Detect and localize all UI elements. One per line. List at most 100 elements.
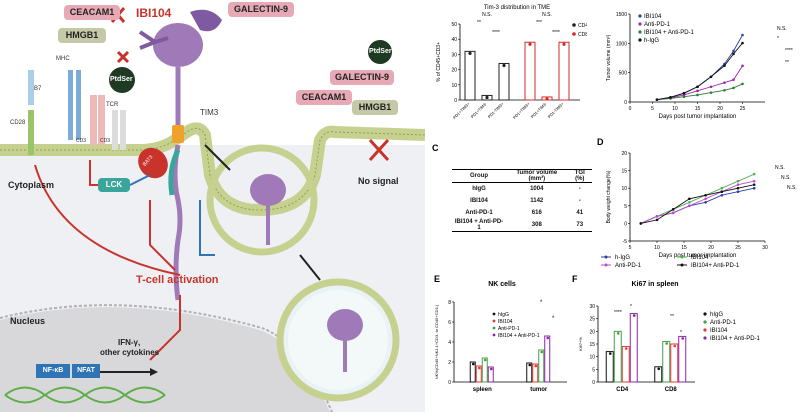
panel-c-label: C	[432, 143, 439, 153]
data-point	[741, 82, 744, 86]
y-tick-label: 25	[589, 317, 595, 323]
x-tick-label: PD1-TIM3+	[487, 101, 506, 120]
table-cell: 73	[576, 222, 584, 228]
ibi104-antibody	[138, 30, 169, 50]
data-point	[671, 211, 675, 215]
data-point	[741, 64, 744, 68]
y-tick-label: 10	[621, 186, 627, 192]
x-tick-label: 20	[717, 106, 723, 112]
ptdser2-label: PtdSer	[369, 48, 392, 55]
legend-marker	[638, 30, 642, 34]
significance-label: *	[630, 304, 632, 310]
legend-label: IBI104	[691, 255, 709, 261]
x-tick-label: 25	[735, 245, 741, 251]
tgi-col-group: Group	[452, 169, 507, 183]
tim3-chart-svg: Tim-3 distribution in TME % of CD45+CD3+ 0…	[436, 5, 588, 120]
data-point	[655, 215, 659, 218]
y-tick-label: 0	[448, 380, 451, 386]
data-point	[736, 183, 740, 186]
nucleus-label: Nucleus	[10, 316, 46, 326]
data-point	[732, 49, 735, 53]
y-axis-label: Tumor volume (mm³)	[606, 34, 612, 81]
tgi-col-volume: Tumor volume (mm³)	[506, 169, 568, 183]
significance-label: ****	[614, 310, 622, 316]
x-tick-label: 30	[762, 245, 768, 251]
y-tick-label: 20	[451, 68, 457, 74]
data-point	[696, 85, 699, 89]
series-line	[656, 42, 743, 101]
bar	[487, 366, 494, 383]
endosome-tim3	[250, 174, 286, 245]
y-tick-label: 1500	[616, 12, 627, 18]
data-point	[477, 366, 481, 370]
legend-label: h-IgG	[615, 255, 630, 261]
x-axis-label: Days post tumor implantation	[659, 253, 737, 259]
bar	[526, 362, 533, 383]
legend-label: Anti-PD-1	[615, 263, 642, 269]
nk-chart-svg: E NK cells NK%(CD45+NK1.1+CD3- to CD45+CD3…	[434, 274, 567, 393]
x-tick-label: tumor	[530, 387, 548, 393]
legend-label: IBI104	[710, 328, 728, 334]
bar	[558, 41, 570, 101]
degraded-tim3	[327, 309, 363, 372]
lck-label: LCK	[105, 180, 123, 189]
tim3-distribution-chart: Tim-3 distribution in TME % of CD45+CD3+ 0…	[432, 0, 588, 140]
table-cell: IBI104 + Anti-PD-1	[454, 219, 504, 231]
data-point	[624, 347, 628, 350]
series-line	[640, 180, 755, 224]
significance-label: *	[552, 316, 555, 322]
data-point	[741, 41, 744, 45]
data-point	[720, 186, 724, 190]
data-point	[681, 337, 685, 340]
legend-label: IBI104+ Anti-PD-1	[691, 263, 740, 269]
y-axis-label: % of CD45+CD3+	[436, 42, 442, 82]
significance-label: ****	[492, 30, 500, 36]
data-point	[632, 314, 636, 317]
y-tick-label: 4	[448, 340, 451, 346]
y-tick-label: 2	[448, 360, 451, 366]
data-point	[608, 352, 612, 355]
series-line	[656, 83, 743, 101]
ceacam1-label: CEACAM1	[64, 5, 120, 20]
significance-label: N.S.	[542, 12, 552, 18]
nfat-box: NFAT	[72, 364, 100, 378]
data-point	[682, 95, 686, 99]
legend-label: IBI104	[644, 14, 662, 20]
tgi-table: Group Tumor volume (mm³) TGI (%) hIgG 10…	[452, 169, 592, 232]
y-tick-label: 5	[624, 204, 627, 210]
series-line	[640, 173, 755, 224]
y-tick-label: 0	[624, 100, 627, 106]
y-tick-label: 40	[451, 37, 457, 43]
legend-label: Anti-PD-1	[710, 320, 737, 326]
x-tick-label: 10	[654, 245, 660, 251]
data-point	[752, 183, 756, 186]
data-point	[732, 78, 735, 82]
legend-marker	[572, 23, 576, 27]
legend-marker	[604, 263, 608, 267]
bat3-protein	[138, 147, 168, 179]
tim3-receptor	[153, 23, 203, 301]
cd28-label: CD28	[10, 120, 26, 126]
significance-label: N.S.	[775, 165, 785, 171]
bar	[475, 365, 482, 383]
ptdser-ligand	[109, 67, 135, 93]
table-row: hIgG 1004 -	[452, 183, 592, 196]
chart-title: Tim-3 distribution in TME	[484, 5, 550, 11]
cd3-label: CD3	[76, 138, 87, 144]
legend-label: CD4	[578, 23, 587, 29]
x-tick-label: CD4	[616, 387, 629, 393]
bar	[469, 361, 476, 383]
x-tick-label: 5	[651, 106, 654, 112]
y-tick-label: 20	[621, 151, 627, 157]
y-tick-label: 20	[589, 329, 595, 335]
bar	[605, 351, 614, 383]
tcr-complex	[68, 70, 126, 150]
legend-marker	[680, 263, 684, 267]
table-cell: hIgG	[472, 186, 486, 192]
table-cell: 1142	[530, 198, 544, 204]
nfkb-label: NF-κB	[42, 367, 64, 374]
legend-marker	[492, 312, 496, 316]
data-point	[723, 88, 726, 92]
data-point	[723, 81, 726, 84]
hmgb1b-label: HMGB1	[352, 100, 398, 115]
